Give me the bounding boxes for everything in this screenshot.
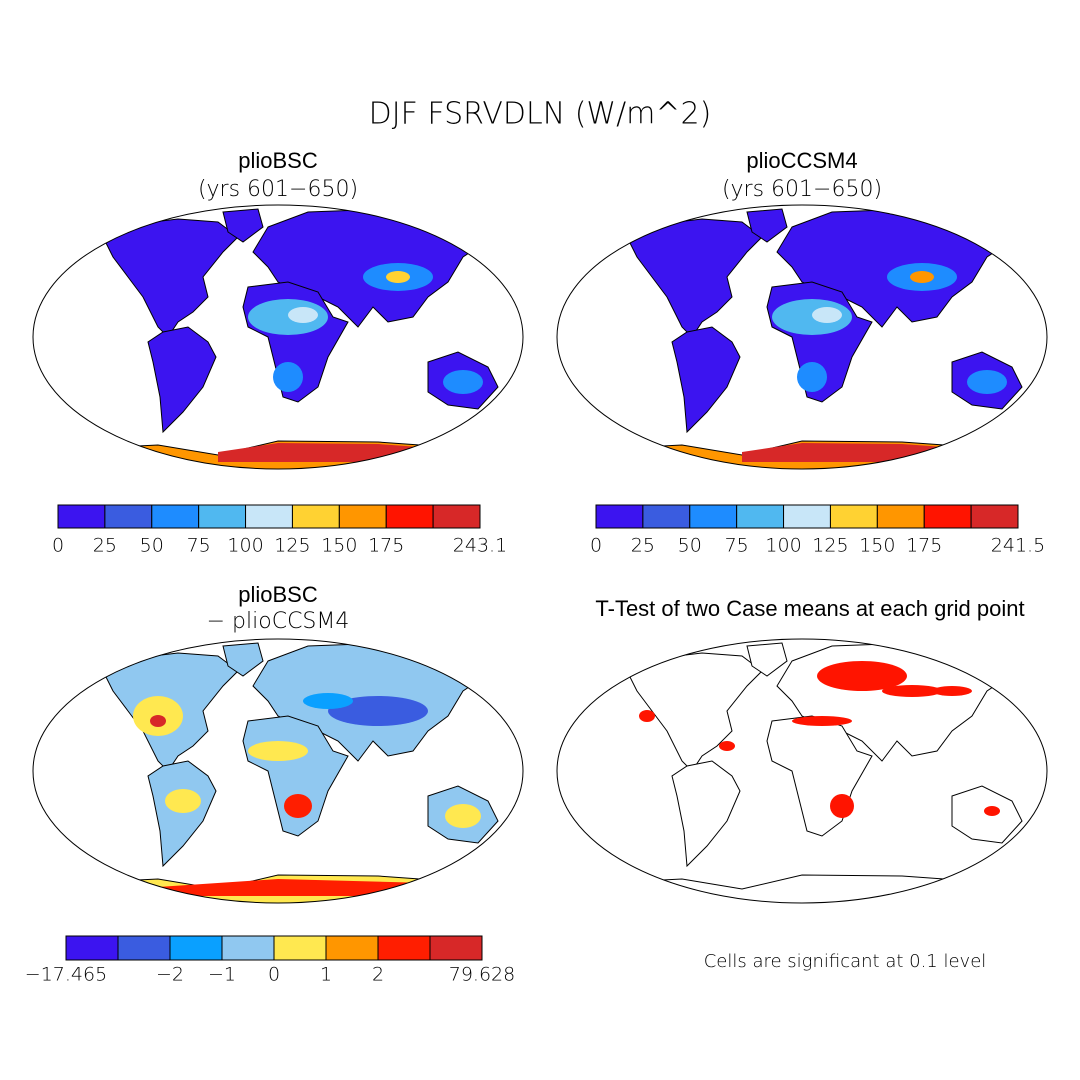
colorbar-label: 75: [725, 535, 749, 557]
colorbar-box: [325, 935, 379, 961]
colorbar-label: 150: [859, 535, 895, 557]
map: [556, 638, 1048, 904]
panel-title: plioCCSM4: [746, 148, 857, 173]
colorbar-box: [689, 504, 738, 529]
colorbar-label: 175: [368, 535, 404, 557]
colorbar-box: [923, 504, 972, 529]
colorbar-label: 50: [678, 535, 702, 557]
colorbar-box: [117, 935, 171, 961]
map: [556, 204, 1048, 470]
colorbar-label: 2: [372, 964, 384, 986]
colorbar-box: [338, 504, 387, 529]
colorbar-box: [221, 935, 275, 961]
colorbar-box: [429, 935, 483, 961]
colorbar-label: 50: [140, 535, 164, 557]
colorbar-box: [385, 504, 434, 529]
colorbar-box: [432, 504, 481, 529]
colorbar-box: [736, 504, 785, 529]
colorbar-box: [245, 504, 293, 529]
panel-subtitle: (yrs 601−650): [722, 177, 882, 202]
panel-subtitle: (yrs 601−650): [198, 177, 358, 202]
colorbar-label: −2: [156, 964, 184, 986]
ttest-title: T-Test of two Case means at each grid po…: [595, 596, 1024, 621]
colorbar-label: 75: [187, 535, 211, 557]
colorbar-box: [783, 504, 831, 529]
colorbar-box: [65, 935, 119, 961]
colorbar-label: 25: [631, 535, 655, 557]
map: [32, 638, 524, 904]
colorbar-label: 0: [52, 535, 64, 557]
colorbar-label: 125: [812, 535, 848, 557]
colorbar-label: 25: [93, 535, 117, 557]
colorbar-box: [377, 935, 431, 961]
colorbar-label: 100: [227, 535, 263, 557]
colorbar-box: [198, 504, 247, 529]
colorbar-box: [57, 504, 106, 529]
colorbar-label: 150: [321, 535, 357, 557]
colorbar-box: [829, 504, 878, 529]
colorbar-label: 241.5: [991, 535, 1045, 557]
panel-subtitle: − plioCCSM4: [207, 609, 350, 634]
colorbar-label: 125: [274, 535, 310, 557]
colorbar-box: [291, 504, 340, 529]
colorbar-label: 1: [320, 964, 332, 986]
colorbar-box: [642, 504, 691, 529]
colorbar-label: 0: [268, 964, 280, 986]
colorbar-box: [169, 935, 223, 961]
figure-title: DJF FSRVDLN (W/m^2): [369, 97, 712, 132]
colorbar-label: −17.465: [25, 964, 107, 986]
colorbar-label: 175: [906, 535, 942, 557]
colorbar-box: [151, 504, 200, 529]
map: [32, 204, 524, 470]
colorbar-box: [970, 504, 1019, 529]
colorbar-label: −1: [208, 964, 236, 986]
colorbar-label: 243.1: [453, 535, 507, 557]
panel-title: plioBSC: [238, 582, 318, 607]
colorbar-box: [876, 504, 925, 529]
colorbar-label: 79.628: [449, 964, 515, 986]
colorbar-box: [595, 504, 644, 529]
panel-title: plioBSC: [238, 148, 318, 173]
ttest-note: Cells are significant at 0.1 level: [704, 951, 987, 972]
colorbar-label: 0: [590, 535, 602, 557]
colorbar-label: 100: [765, 535, 801, 557]
colorbar-box: [104, 504, 153, 529]
colorbar-box: [273, 935, 327, 961]
